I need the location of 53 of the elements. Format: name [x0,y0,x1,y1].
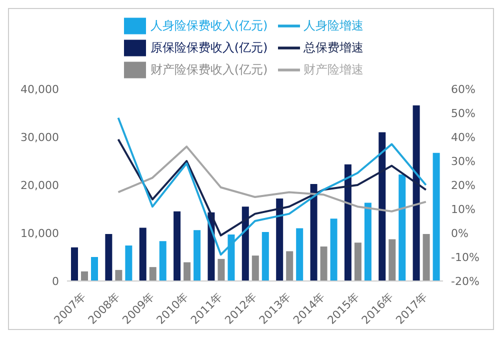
bar [310,184,318,281]
legend-label: 财产险保费收入(亿元) [150,62,268,76]
legend-label: 人身险保费收入(亿元) [150,18,268,32]
bar [388,239,396,281]
y2-tick-label: -20% [451,274,480,288]
legend-label: 财产险增速 [304,62,364,76]
y2-tick-label: 30% [451,154,476,168]
bar [432,152,440,281]
legend-label: 原保险保费收入(亿元) [150,40,268,54]
bar [125,245,132,281]
bar [344,164,352,281]
bar [320,246,328,281]
legend-label: 总保费增速 [304,40,364,54]
y2-tick-label: 20% [451,178,476,192]
bar [262,232,269,281]
y-tick-label: 20,000 [20,178,59,192]
y2-tick-label: 40% [451,130,476,144]
y-tick-label: 10,000 [20,226,59,240]
bar [159,241,166,281]
bar [194,230,201,281]
bar [81,271,88,281]
y-tick-label: 0 [52,274,59,288]
line-series [117,146,427,212]
bar [276,198,284,281]
bar [184,262,191,281]
bar [330,218,338,281]
y2-tick-label: 50% [451,106,476,120]
bar [412,105,420,281]
y2-tick-label: -10% [451,250,480,264]
bar [286,251,294,281]
bar [149,267,156,281]
y-tick-label: 40,000 [20,82,59,96]
bar [296,228,304,281]
line-series [117,138,427,236]
bar [174,211,181,281]
bar [105,234,112,281]
y-tick-label: 30,000 [20,130,59,144]
y2-tick-label: 10% [451,202,476,216]
y2-tick-label: 60% [451,82,476,96]
bar [242,206,249,281]
legend-label: 人身险增速 [304,18,364,32]
bar [354,242,362,281]
bar [252,256,259,281]
bar [364,202,372,281]
bar [422,234,430,281]
bar [378,132,386,281]
y2-tick-label: 0% [451,226,468,240]
bar [218,258,225,281]
bar [91,257,98,281]
bar [71,247,78,281]
bar [398,174,406,281]
bar [115,270,122,281]
bar [139,228,146,281]
